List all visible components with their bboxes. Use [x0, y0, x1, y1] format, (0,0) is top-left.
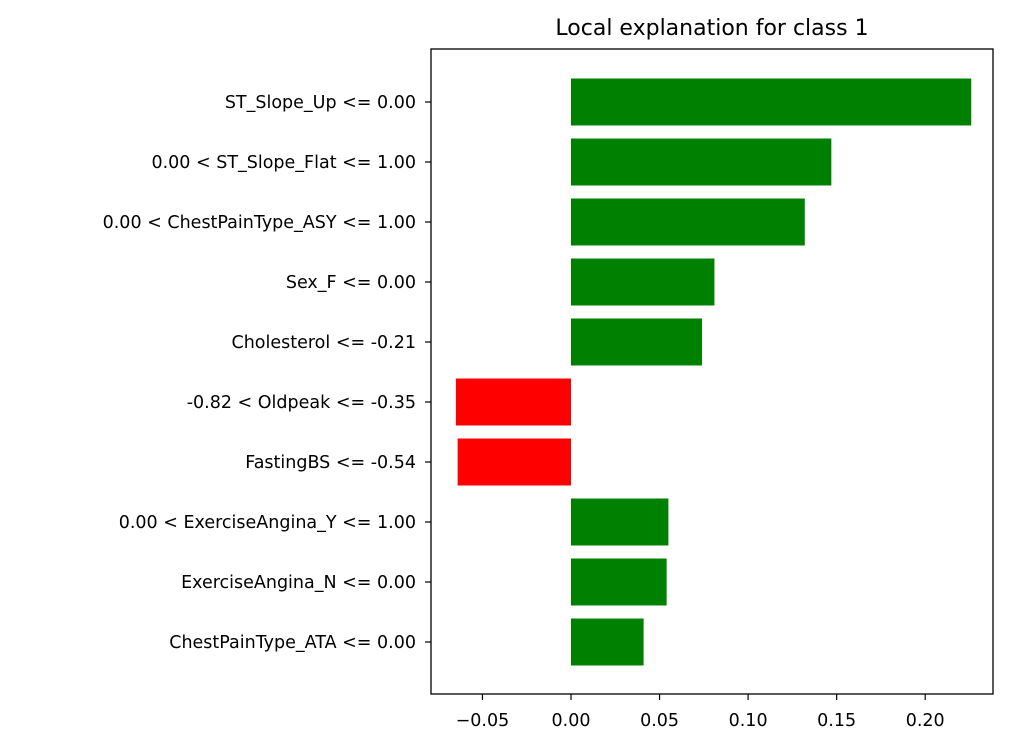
bar [571, 558, 667, 606]
y-tick-label: ST_Slope_Up <= 0.00 [225, 93, 416, 113]
bar [571, 318, 703, 366]
y-tick-label: 0.00 < ST_Slope_Flat <= 1.00 [151, 153, 416, 173]
x-tick-label: 0.05 [640, 711, 679, 731]
bar [571, 618, 644, 666]
y-axis: ST_Slope_Up <= 0.00 0.00 < ST_Slope_Flat … [103, 93, 431, 653]
bar [571, 498, 669, 546]
y-tick-label: FastingBS <= -0.54 [245, 453, 416, 473]
y-tick-label: 0.00 < ChestPainType_ASY <= 1.00 [103, 213, 416, 233]
x-axis: −0.05 0.00 0.05 0.10 0.15 0.20 [456, 694, 945, 731]
y-tick-label: Sex_F <= 0.00 [286, 273, 416, 293]
bar [571, 138, 832, 186]
bar [571, 258, 715, 306]
y-tick-label: ExerciseAngina_N <= 0.00 [181, 573, 416, 593]
y-tick-label: ChestPainType_ATA <= 0.00 [169, 633, 416, 653]
chart-title: Local explanation for class 1 [555, 16, 868, 41]
x-tick-label: 0.20 [906, 711, 945, 731]
x-tick-label: 0.10 [729, 711, 768, 731]
x-tick-label: 0.15 [817, 711, 856, 731]
bar [455, 378, 571, 426]
bar [571, 78, 972, 126]
y-tick-label: Cholesterol <= -0.21 [231, 333, 416, 353]
y-tick-label: 0.00 < ExerciseAngina_Y <= 1.00 [119, 513, 416, 533]
bar [457, 438, 571, 486]
plot-frame [430, 48, 994, 695]
bars-layer [455, 78, 972, 666]
bar [571, 198, 805, 246]
y-tick-label: -0.82 < Oldpeak <= -0.35 [187, 393, 416, 413]
x-tick-label: 0.00 [552, 711, 591, 731]
x-tick-label: −0.05 [456, 711, 510, 731]
